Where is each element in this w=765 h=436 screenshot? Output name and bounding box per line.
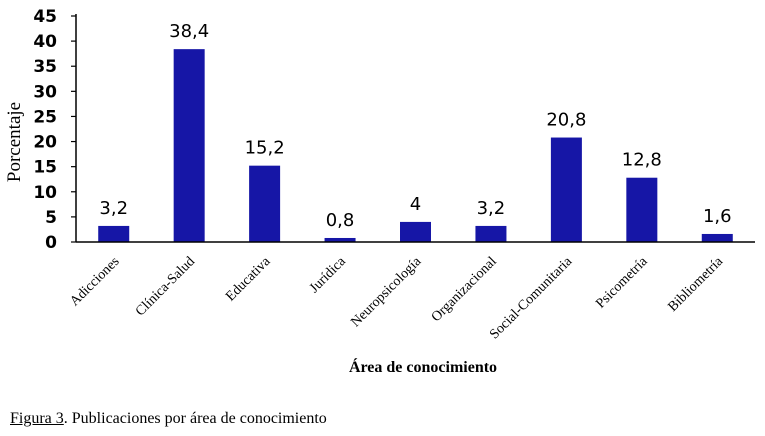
figure-number: Figura 3 bbox=[10, 410, 64, 427]
y-tick-label: 25 bbox=[33, 107, 57, 127]
x-tick-label: Jurídica bbox=[307, 254, 349, 296]
y-tick-label: 5 bbox=[45, 208, 57, 228]
bar bbox=[626, 177, 658, 242]
data-label: 0,8 bbox=[326, 210, 355, 231]
x-tick-label: Neuropsicología bbox=[348, 254, 425, 331]
figure-caption: Figura 3. Publicaciones por área de cono… bbox=[10, 410, 327, 428]
x-tick-label: Psicometría bbox=[593, 254, 651, 312]
bar bbox=[550, 137, 582, 242]
y-tick-label: 20 bbox=[33, 133, 57, 153]
bar bbox=[400, 221, 431, 242]
data-label: 3,2 bbox=[477, 198, 506, 219]
y-axis-label: Porcentaje bbox=[4, 102, 25, 182]
x-tick-label: Social-Comunitaria bbox=[487, 254, 576, 343]
bar-chart: 0 5 10 15 20 25 30 35 40 45 3,2 38,4 15,2 0,8 4 3,2 20,… bbox=[4, 7, 755, 376]
bar bbox=[249, 165, 281, 242]
bar bbox=[98, 225, 130, 242]
y-tick-label: 0 bbox=[45, 233, 57, 253]
y-tick-label: 40 bbox=[33, 32, 57, 52]
data-label: 38,4 bbox=[169, 21, 209, 42]
y-tick-label: 15 bbox=[33, 158, 57, 178]
figure-caption-text: . Publicaciones por área de conocimiento bbox=[63, 410, 327, 427]
data-label: 12,8 bbox=[622, 150, 662, 171]
y-tick-label: 35 bbox=[33, 57, 57, 77]
y-tick-label: 30 bbox=[33, 82, 57, 102]
x-tick-label: Clínica-Salud bbox=[133, 254, 198, 319]
bar bbox=[701, 233, 733, 242]
x-tick-label: Bibliometría bbox=[665, 254, 726, 315]
y-tick-label: 45 bbox=[33, 7, 57, 27]
y-tick-label: 10 bbox=[33, 183, 57, 203]
x-axis-label: Área de conocimiento bbox=[349, 357, 497, 376]
x-tick-label: Adicciones bbox=[67, 254, 122, 309]
data-label: 4 bbox=[410, 194, 421, 215]
bar bbox=[475, 225, 507, 242]
bar bbox=[173, 49, 205, 242]
data-label: 3,2 bbox=[99, 198, 128, 219]
bar bbox=[324, 237, 356, 242]
data-label: 20,8 bbox=[546, 110, 586, 131]
data-label: 15,2 bbox=[245, 138, 285, 159]
x-tick-label: Educativa bbox=[223, 254, 274, 305]
x-tick-label: Organizacional bbox=[429, 254, 500, 325]
data-label: 1,6 bbox=[703, 206, 732, 227]
